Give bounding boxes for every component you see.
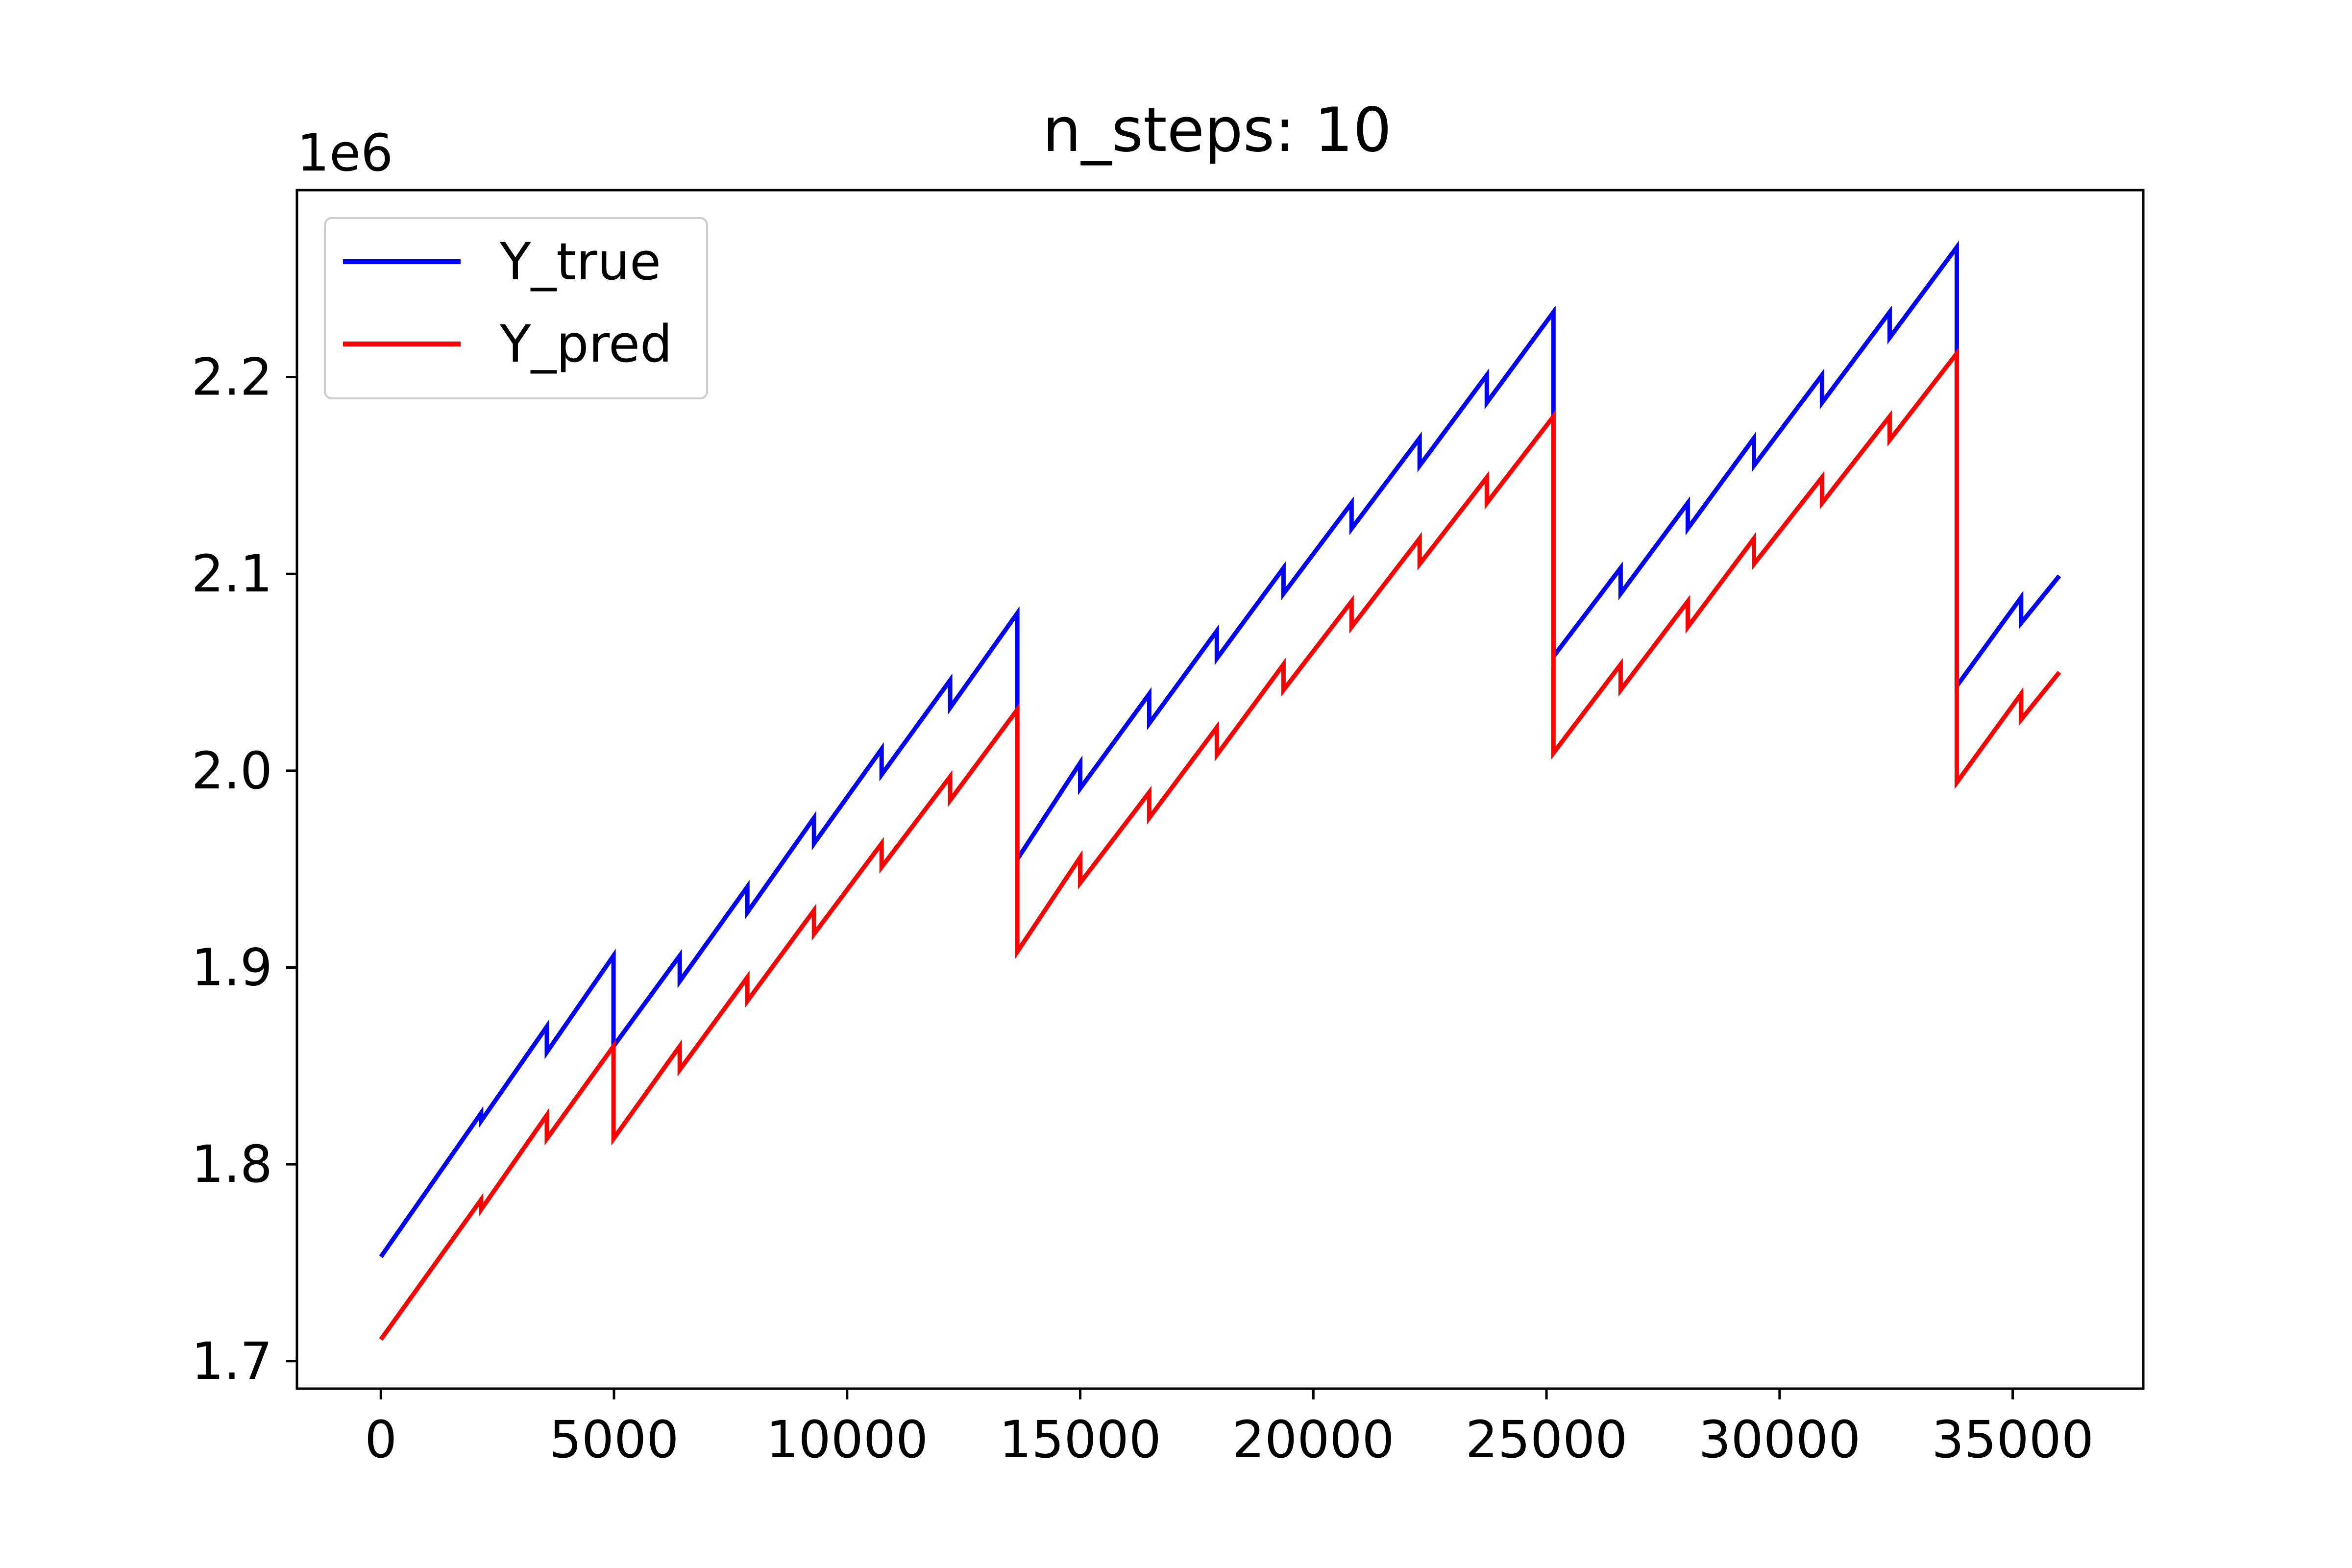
series-line-y-true: [379, 240, 2061, 1258]
series-line-y-pred: [379, 347, 2061, 1341]
legend-label-y-pred: Y_pred: [499, 314, 672, 374]
x-axis: 0 5000 10000 15000 20000 25000 30000 35000: [365, 1389, 2094, 1470]
x-tick-label: 5000: [549, 1410, 679, 1470]
y-tick-label: 2.2: [192, 347, 272, 407]
chart-title: n_steps: 10: [1043, 95, 1392, 166]
legend-label-y-true: Y_true: [499, 232, 661, 292]
x-tick-label: 10000: [766, 1410, 928, 1470]
y-tick-label: 1.9: [192, 937, 272, 997]
y-tick-label: 1.8: [192, 1134, 272, 1194]
y-axis: 1.7 1.8 1.9 2.0 2.1 2.2: [192, 347, 297, 1391]
y-tick-label: 2.1: [192, 544, 272, 604]
legend: Y_true Y_pred: [324, 217, 708, 399]
y-axis-offset-label: 1e6: [297, 123, 393, 183]
x-tick-label: 35000: [1932, 1410, 2094, 1470]
y-tick-label: 2.0: [192, 741, 272, 801]
series-layer: [379, 240, 2061, 1341]
plot-frame: [295, 189, 2145, 1390]
x-tick-label: 0: [365, 1410, 397, 1470]
y-tick-label: 1.7: [192, 1331, 272, 1391]
x-tick-label: 20000: [1232, 1410, 1395, 1470]
x-tick-label: 30000: [1698, 1410, 1861, 1470]
x-tick-label: 15000: [999, 1410, 1161, 1470]
x-tick-label: 25000: [1466, 1410, 1628, 1470]
